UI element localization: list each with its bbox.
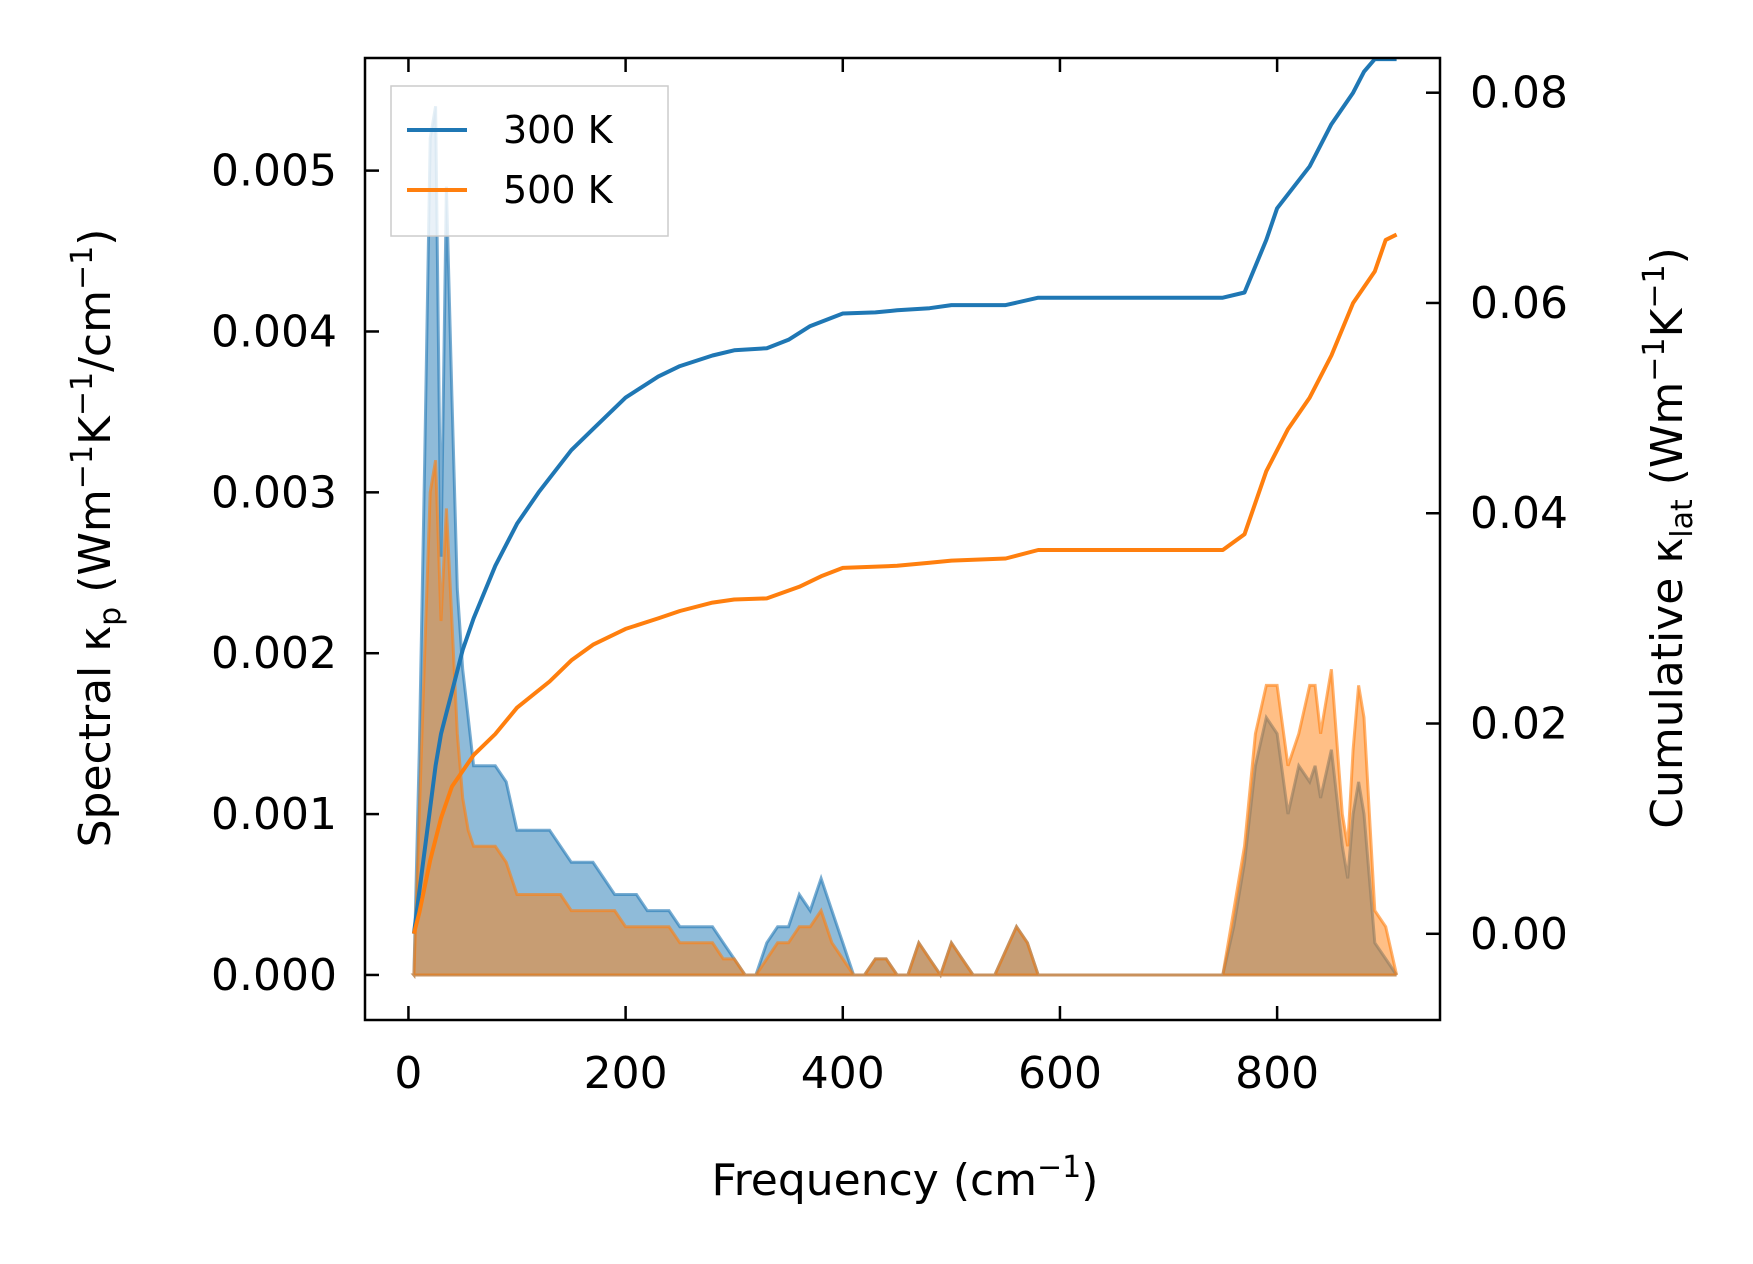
legend: 300 K 500 K [390,85,669,237]
left-y-tick-label: 0.001 [211,789,337,840]
plot-area [410,57,1399,980]
left-y-title-a: Spectral κ [70,626,121,848]
right-y-tick-label: 0.04 [1470,488,1568,539]
x-tick-label: 0 [394,1048,422,1099]
right-y-tick-label: 0.08 [1470,68,1568,119]
left-y-tick-label: 0.003 [211,467,337,518]
spectral-area-1 [410,459,1399,979]
cumulative-line-1 [411,232,1398,935]
right-y-title-d: ) [1642,247,1693,264]
right-y-title-c: K [1642,307,1693,337]
plot-frame [363,56,1442,1022]
left-y-title-b: (Wm [70,489,121,607]
x-axis-title: Frequency (cm−1) [712,1150,1099,1206]
left-y-tick-label: 0.000 [211,950,337,1001]
left-y-title-c: K [70,415,121,445]
x-tick-label: 800 [1235,1048,1319,1099]
legend-box [390,85,669,237]
left-y-title-b-sup: −1 [65,445,100,489]
x-tick-label: 200 [584,1048,668,1099]
right-y-tick-label: 0.00 [1470,909,1568,960]
x-axis-title-main: Frequency (cm [712,1155,1038,1206]
right-y-title-b-sup: −1 [1637,337,1672,381]
left-y-title-d: /cm [70,290,121,372]
left-y-tick-label: 0.004 [211,306,337,357]
right-y-title-b: (Wm [1642,382,1693,500]
left-y-title-e: ) [70,229,121,246]
right-y-axis-title: Cumulative κlat (Wm−1K−1) [1637,247,1700,829]
axes: 0 200 400 600 800 0.000 0.001 0.002 0.003 0.004 0.… [211,56,1568,1099]
x-axis-title-end: ) [1081,1155,1098,1206]
x-tick-label: 600 [1018,1048,1102,1099]
x-axis-title-sup: −1 [1037,1150,1081,1185]
right-y-tick-label: 0.02 [1470,699,1568,750]
right-y-tick-label: 0.06 [1470,278,1568,329]
right-y-title-a-sub: lat [1665,499,1700,538]
left-y-tick-label: 0.002 [211,628,337,679]
x-tick-label: 400 [801,1048,885,1099]
left-y-tick-label: 0.005 [211,146,337,197]
legend-label-300k: 300 K [503,108,614,152]
left-y-axis-title: Spectral κp (Wm−1K−1/cm−1) [65,229,128,848]
left-y-title-a-sub: p [93,607,128,626]
right-y-title-a: Cumulative κ [1642,538,1693,829]
left-y-title-d-sup: −1 [65,246,100,290]
legend-label-500k: 500 K [503,168,614,212]
cumulative-line-0 [411,57,1397,935]
right-y-title-c-sup: −1 [1637,264,1672,308]
left-y-title-c-sup: −1 [65,372,100,416]
